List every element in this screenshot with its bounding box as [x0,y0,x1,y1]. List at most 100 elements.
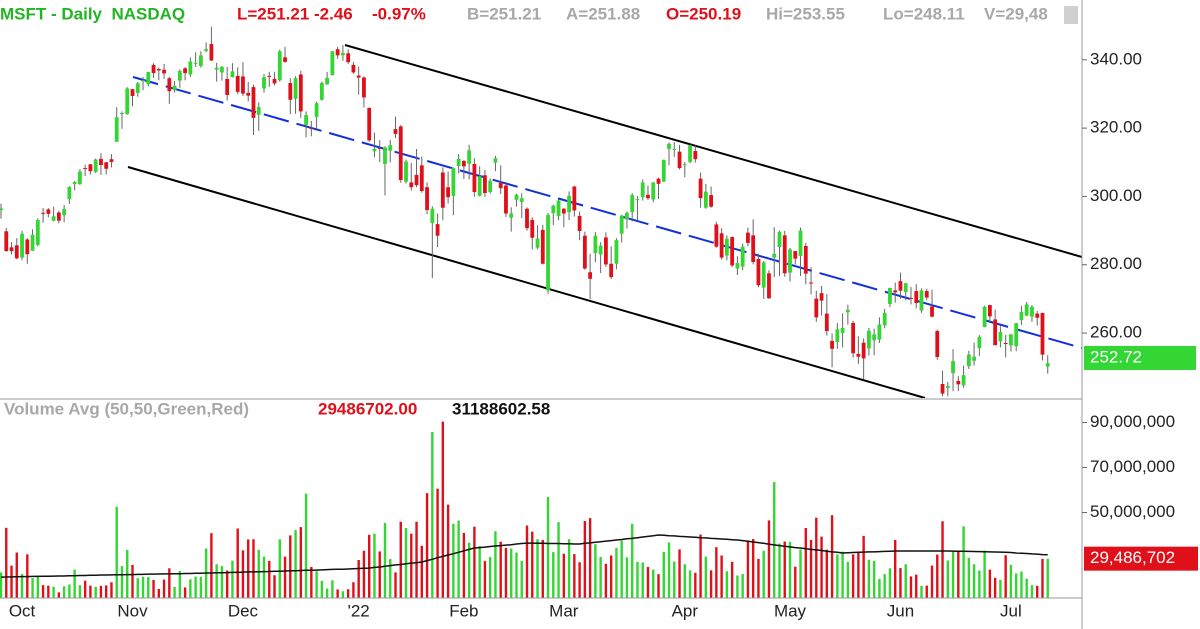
candle-body [577,215,582,231]
x-tick-label: '22 [348,601,370,620]
volume-bar [930,565,934,598]
candle-body [635,199,640,201]
candle-body [898,281,903,291]
candle-body [83,168,88,170]
volume-bar [788,541,792,598]
candle-body [546,214,550,291]
candle-body [788,249,792,273]
candle-body [593,235,598,254]
candle-body [551,205,556,214]
volume-bar [578,562,581,598]
volume-bar [573,554,576,598]
volume-bar [851,554,855,598]
volume-bar [583,521,587,598]
candle-body [793,251,798,259]
header-item: A=251.88 [566,4,640,23]
candle-body [630,195,635,213]
candle-body [193,62,198,64]
candle-body [388,145,393,151]
candle-body [393,129,398,134]
volume-bar [325,588,329,598]
volume-bar [915,574,918,598]
volume-bar [478,546,481,598]
candle-body [9,247,14,252]
candle-body [1030,306,1034,317]
candle-body [256,106,261,115]
candle-body [498,182,503,189]
candle-body [919,290,924,311]
last-volume-label: 29,486,702 [1090,548,1175,567]
volume-average-line [0,534,1048,578]
volume-bar [189,579,192,598]
volume-bar [699,534,702,598]
header-item: B=251.21 [467,4,541,23]
candle-body [746,232,750,243]
volume-bar [652,569,655,598]
volume-bar [888,568,892,598]
volume-bar [867,559,871,598]
candle-body [882,312,887,326]
candle-body [835,329,840,342]
candle-body [640,182,645,198]
candle-body [893,290,898,293]
candle-body [341,52,345,56]
candle-body [888,287,892,305]
volume-bar [804,528,807,598]
candle-body [598,245,603,255]
candle-body [914,291,919,304]
candle-body [672,148,677,150]
candle-body [67,186,72,200]
candle-body [814,298,819,318]
candle-body [362,77,366,98]
candle-body [177,71,182,81]
header-item: Hi=253.55 [766,4,845,23]
menu-button[interactable] [1064,6,1078,24]
candle-body [714,224,719,247]
volume-bar [951,550,955,598]
volume-bar [162,579,166,598]
candle-body [430,208,435,224]
candle-body [588,272,593,279]
candle-body [688,145,692,162]
candle-body [472,163,477,192]
candle-body [251,87,256,118]
candle-body [1035,313,1040,318]
candle-body [830,340,834,349]
volume-bar [494,531,497,598]
header-item: L=251.21 [237,4,309,23]
candle-body [719,233,724,258]
candle-body [651,182,656,200]
volume-bar [389,559,392,598]
candle-body [661,159,666,182]
volume-bar [857,552,860,598]
volume-bar [431,431,434,598]
candle-body [777,231,782,247]
candle-body [1024,304,1029,316]
candle-body [625,212,629,220]
volume-bar [331,580,334,598]
volume-bar [131,564,134,598]
volume-bar [730,561,734,598]
candle-body [851,322,856,354]
candle-body [451,168,456,196]
volume-bar [1020,571,1023,598]
volume-bar [872,560,876,598]
volume-bar [105,585,108,598]
volume-bar [962,526,965,598]
volume-bar [425,493,429,598]
candle-body [220,66,224,73]
volume-bar [557,522,560,598]
candle-body [798,230,803,256]
volume-bar [441,421,445,598]
candle-body [120,113,124,115]
volume-bar [715,547,718,598]
candle-body [319,83,324,100]
candle-body [235,75,240,92]
volume-bar [210,533,213,598]
volume-bar [383,522,387,598]
volume-bar [115,506,118,598]
candle-body [514,194,519,200]
volume-bar [110,582,113,598]
volume-bar [231,560,234,598]
volume-bar [736,575,739,598]
